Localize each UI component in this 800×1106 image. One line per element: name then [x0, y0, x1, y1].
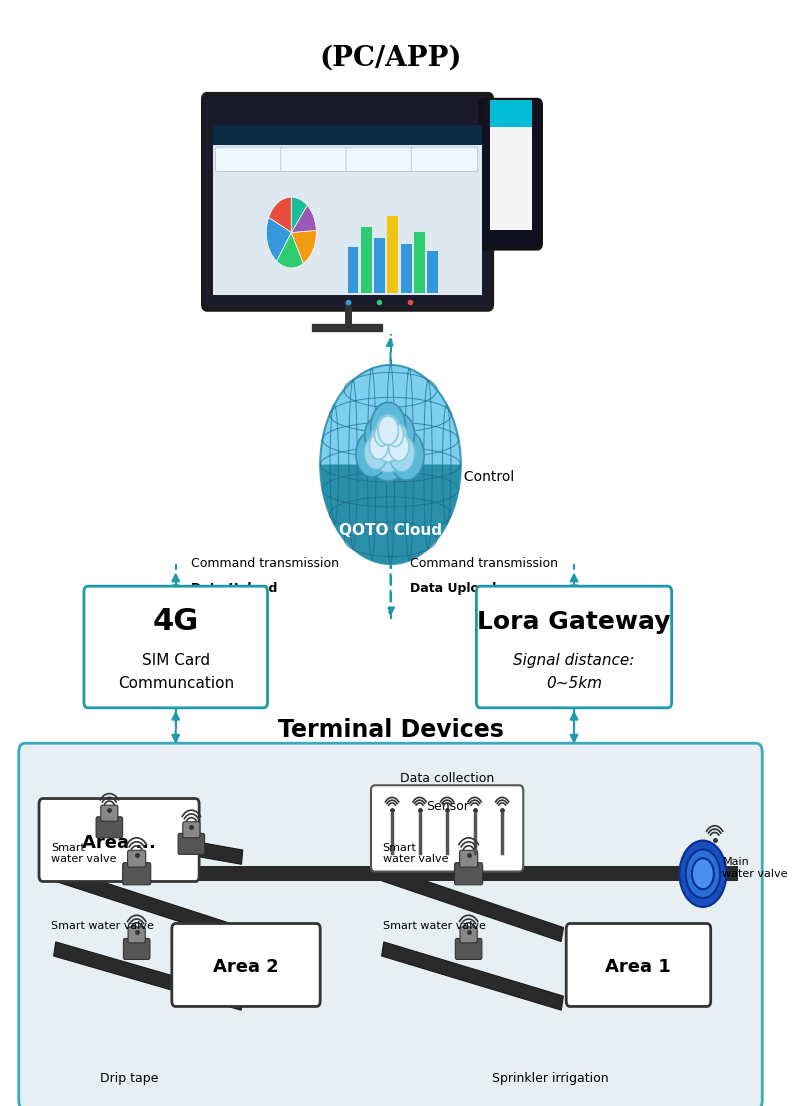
FancyBboxPatch shape	[178, 834, 205, 854]
FancyBboxPatch shape	[347, 247, 358, 293]
Text: Data Upload: Data Upload	[410, 583, 496, 595]
FancyBboxPatch shape	[122, 863, 150, 885]
FancyBboxPatch shape	[128, 851, 146, 867]
FancyBboxPatch shape	[401, 244, 411, 293]
Circle shape	[374, 425, 390, 446]
Polygon shape	[382, 942, 563, 1010]
FancyBboxPatch shape	[128, 927, 146, 942]
Text: Area ...: Area ...	[82, 834, 156, 852]
FancyBboxPatch shape	[346, 147, 412, 171]
Text: Area 1: Area 1	[606, 958, 671, 975]
Polygon shape	[54, 817, 242, 864]
FancyBboxPatch shape	[490, 100, 532, 127]
Text: 4G: 4G	[153, 607, 199, 636]
Text: Area 2: Area 2	[213, 958, 279, 975]
FancyBboxPatch shape	[427, 251, 438, 293]
Wedge shape	[291, 197, 307, 232]
FancyBboxPatch shape	[414, 232, 425, 293]
Polygon shape	[61, 832, 150, 880]
Text: Sprinkler irrigation: Sprinkler irrigation	[492, 1072, 609, 1085]
Text: Main pipe: Main pipe	[461, 847, 522, 860]
FancyBboxPatch shape	[84, 586, 267, 708]
Wedge shape	[291, 230, 316, 263]
FancyBboxPatch shape	[214, 136, 482, 295]
FancyBboxPatch shape	[123, 938, 150, 959]
Circle shape	[365, 417, 391, 455]
Circle shape	[692, 858, 714, 889]
Text: Drip tape: Drip tape	[100, 1072, 158, 1085]
Text: SIM Card: SIM Card	[142, 653, 210, 668]
FancyBboxPatch shape	[371, 785, 523, 872]
Circle shape	[374, 424, 402, 461]
Circle shape	[356, 431, 388, 477]
Text: (PC/APP): (PC/APP)	[319, 44, 462, 71]
FancyBboxPatch shape	[203, 94, 492, 310]
Text: QOTO Cloud: QOTO Cloud	[339, 523, 442, 539]
Text: Smart
water valve: Smart water valve	[50, 843, 116, 865]
Text: Data Upload: Data Upload	[191, 583, 278, 595]
Circle shape	[370, 425, 390, 452]
Wedge shape	[320, 465, 461, 564]
Text: Remote Control: Remote Control	[406, 470, 514, 483]
FancyBboxPatch shape	[214, 125, 482, 145]
FancyBboxPatch shape	[39, 799, 199, 881]
Wedge shape	[277, 232, 303, 268]
Polygon shape	[54, 867, 243, 941]
FancyBboxPatch shape	[18, 743, 762, 1106]
FancyBboxPatch shape	[39, 866, 738, 881]
Circle shape	[375, 414, 402, 451]
Circle shape	[365, 415, 411, 481]
Circle shape	[364, 436, 388, 470]
Circle shape	[686, 849, 720, 898]
Circle shape	[389, 432, 409, 461]
Text: Command transmission: Command transmission	[191, 557, 339, 570]
Text: 0~5km: 0~5km	[546, 676, 602, 691]
FancyBboxPatch shape	[387, 216, 398, 293]
FancyBboxPatch shape	[490, 119, 532, 230]
Wedge shape	[266, 218, 291, 261]
Text: Smart water valve: Smart water valve	[50, 921, 154, 931]
Text: Terminal Devices: Terminal Devices	[278, 718, 503, 742]
FancyBboxPatch shape	[172, 924, 320, 1006]
FancyBboxPatch shape	[281, 147, 347, 171]
FancyBboxPatch shape	[374, 238, 385, 293]
FancyBboxPatch shape	[101, 805, 118, 821]
FancyBboxPatch shape	[460, 927, 477, 942]
Polygon shape	[54, 942, 243, 1010]
Wedge shape	[269, 197, 291, 232]
Circle shape	[378, 416, 398, 445]
FancyBboxPatch shape	[454, 863, 482, 885]
Text: Lora Gateway: Lora Gateway	[478, 609, 670, 634]
FancyBboxPatch shape	[96, 816, 122, 838]
Wedge shape	[291, 206, 316, 232]
Circle shape	[386, 422, 403, 447]
Text: Signal distance:: Signal distance:	[514, 653, 634, 668]
Text: Sensor: Sensor	[426, 800, 469, 813]
Circle shape	[679, 841, 726, 907]
FancyBboxPatch shape	[480, 100, 542, 249]
Circle shape	[386, 414, 414, 456]
Circle shape	[370, 432, 388, 459]
Text: Command transmission: Command transmission	[410, 557, 558, 570]
FancyBboxPatch shape	[566, 924, 710, 1006]
Circle shape	[386, 422, 408, 453]
FancyBboxPatch shape	[361, 227, 372, 293]
FancyBboxPatch shape	[477, 586, 672, 708]
Text: Communcation: Communcation	[118, 676, 234, 691]
Circle shape	[370, 422, 406, 473]
Circle shape	[370, 403, 406, 452]
Circle shape	[389, 435, 415, 472]
FancyBboxPatch shape	[455, 938, 482, 959]
Text: Smart
water valve: Smart water valve	[382, 843, 448, 865]
FancyBboxPatch shape	[411, 147, 478, 171]
Circle shape	[320, 365, 461, 564]
Circle shape	[389, 430, 424, 480]
FancyBboxPatch shape	[182, 822, 200, 838]
Text: Data collection: Data collection	[400, 772, 494, 785]
Text: Main
water valve: Main water valve	[722, 857, 788, 879]
Polygon shape	[382, 867, 563, 941]
FancyBboxPatch shape	[215, 147, 282, 171]
FancyBboxPatch shape	[459, 851, 478, 867]
Text: Smart water valve: Smart water valve	[382, 921, 486, 931]
